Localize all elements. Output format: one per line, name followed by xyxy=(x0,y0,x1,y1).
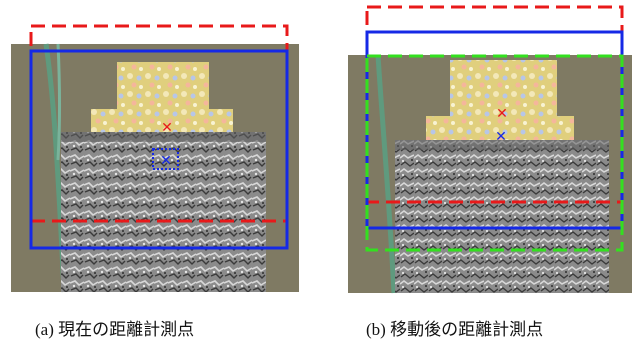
blue-cross-marker: ✕ xyxy=(160,153,172,169)
measurement-focus-box xyxy=(152,148,179,170)
blue-cross-marker: ✕ xyxy=(495,129,507,145)
moved-region-box xyxy=(365,54,624,252)
current-region-box xyxy=(29,49,289,250)
lower-block-top-shadow xyxy=(61,132,266,142)
upper-block-base xyxy=(91,109,233,133)
caption-b: (b) 移動後の距離計測点 xyxy=(366,320,544,339)
panel-b-figure: ✕ ✕ xyxy=(348,5,632,294)
lower-block xyxy=(395,140,609,293)
upper-block xyxy=(450,60,557,116)
lower-block-top-shadow xyxy=(395,140,609,150)
lower-block xyxy=(61,132,266,292)
upper-block-base xyxy=(426,116,574,142)
red-cross-marker: ✕ xyxy=(161,120,173,136)
caption-a: (a) 現在の距離計測点 xyxy=(35,320,195,339)
panel-a-figure: ✕ ✕ xyxy=(11,24,299,293)
panel-b: ✕ ✕ xyxy=(330,0,637,300)
hose xyxy=(375,54,397,294)
panel-a: ✕ ✕ xyxy=(0,0,310,300)
red-cross-marker: ✕ xyxy=(496,106,508,122)
upper-block xyxy=(117,62,209,110)
hose-secondary xyxy=(56,43,61,161)
